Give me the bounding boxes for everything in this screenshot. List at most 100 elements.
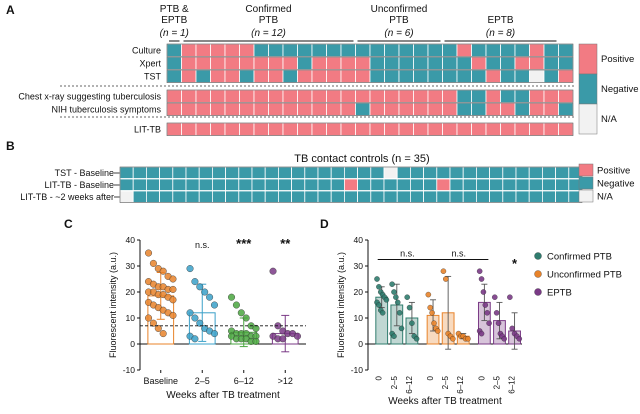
- panel-b-cell: [172, 190, 187, 203]
- panel-a-cell: [529, 122, 545, 137]
- panel-a-cell: [340, 102, 356, 117]
- panel-d-legend-label: EPTB: [547, 288, 572, 299]
- panel-b-cell: [211, 166, 226, 179]
- panel-b-cell: [462, 178, 477, 191]
- panel-b-legend-swatch: [578, 163, 594, 177]
- panel-b-cell: [502, 178, 517, 191]
- panel-a-row-label: NIH tuberculosis symptoms: [51, 105, 161, 115]
- panel-a-cell: [297, 69, 313, 84]
- panel-a-cell: [369, 102, 385, 117]
- panel-a-cell: [471, 102, 487, 117]
- panel-b-cell: [449, 178, 464, 191]
- panel-d-point: [404, 294, 410, 300]
- panel-a-cell: [514, 56, 530, 71]
- panel-a-cell: [224, 102, 240, 117]
- panel-a-cell: [442, 102, 458, 117]
- panel-a-cell: [471, 69, 487, 84]
- panel-a-cell: [326, 56, 342, 71]
- panel-d-point: [393, 294, 399, 300]
- panel-b-cell: [475, 178, 490, 191]
- panel-c-point: [169, 275, 177, 283]
- panel-a-cell: [268, 69, 284, 84]
- panel-a-cell: [369, 122, 385, 137]
- panel-b-cell: [555, 166, 570, 179]
- panel-a-cell: [398, 89, 414, 104]
- panel-b-cell: [277, 166, 292, 179]
- panel-a-cell: [210, 102, 226, 117]
- panel-a-legend-swatch: [578, 103, 598, 135]
- panel-a-cell: [485, 102, 501, 117]
- panel-a-cell: [239, 69, 255, 84]
- panel-c: C -10 0 10 20 30 40 Fluorescent intensity (a.u…: [64, 217, 306, 401]
- y-tick-label: 10: [354, 313, 364, 323]
- panel-b-cell: [528, 178, 543, 191]
- panel-a-cell: [558, 89, 574, 104]
- panel-c-point: [159, 330, 167, 338]
- panel-c-point: [186, 309, 194, 317]
- panel-a-group-title: PTB &: [160, 4, 189, 15]
- panel-a-group-n: (n = 1): [160, 28, 189, 39]
- panel-a-cell: [268, 43, 284, 58]
- panel-a-cell: [253, 102, 269, 117]
- panel-a-cell: [514, 69, 530, 84]
- panel-b-cell: [449, 190, 464, 203]
- panel-b-cell: [238, 178, 253, 191]
- panel-b-cell: [291, 178, 306, 191]
- panel-a-cell: [340, 56, 356, 71]
- panel-b-cell: [357, 178, 372, 191]
- panel-a-cell: [384, 102, 400, 117]
- panel-a-cell: [398, 122, 414, 137]
- panel-a-cell: [543, 89, 559, 104]
- panel-a-cell: [413, 102, 429, 117]
- panel-b-legend-label: N/A: [597, 192, 614, 203]
- panel-a-cell: [485, 122, 501, 137]
- panel-b-cell: [132, 190, 147, 203]
- panel-b-cell: [225, 178, 240, 191]
- panel-b-legend-label: Negative: [597, 179, 635, 190]
- panel-d-point: [435, 328, 441, 334]
- panel-a-cell: [398, 102, 414, 117]
- panel-b-cell: [198, 178, 213, 191]
- panel-a-cell: [384, 69, 400, 84]
- panel-a-legend: Positive Negative N/A: [578, 43, 639, 135]
- panel-a-cell: [514, 89, 530, 104]
- panel-b-title: TB contact controls (n = 35): [294, 153, 429, 165]
- panel-b-cell: [251, 178, 266, 191]
- panel-a-cell: [427, 89, 443, 104]
- panel-b-legend-swatch: [578, 176, 594, 190]
- panel-d-point: [413, 336, 420, 342]
- panel-c-point: [206, 293, 214, 301]
- panel-a-cell: [268, 102, 284, 117]
- panel-b-cell: [489, 166, 504, 179]
- panel-b-cell: [119, 166, 134, 179]
- panel-c-x-tick-label: 2–5: [195, 376, 210, 386]
- panel-a-cell: [369, 56, 385, 71]
- panel-a-cell: [529, 89, 545, 104]
- panel-a-cell: [340, 43, 356, 58]
- panel-b-cell: [423, 178, 438, 191]
- panel-a-cell: [413, 89, 429, 104]
- panel-a-cell: [456, 56, 472, 71]
- panel-a-cell: [326, 43, 342, 58]
- panel-d-point: [440, 268, 447, 274]
- panel-a-cell: [500, 122, 516, 137]
- panel-c-point: [279, 335, 287, 343]
- panel-a-cell: [500, 43, 516, 58]
- panel-a-cell: [268, 89, 284, 104]
- panel-d-point: [389, 281, 395, 287]
- panel-a-cell: [195, 89, 211, 104]
- panel-a-cell: [239, 122, 255, 137]
- panel-b-cell: [542, 190, 557, 203]
- panel-a-cell: [558, 43, 574, 58]
- panel-b-cell: [436, 166, 451, 179]
- panel-a-cell: [210, 122, 226, 137]
- panel-b-cell: [225, 166, 240, 179]
- panel-a-cell: [355, 102, 371, 117]
- panel-a-cell: [369, 43, 385, 58]
- panel-a-row-label: Xpert: [139, 59, 161, 69]
- panel-a-cell: [195, 69, 211, 84]
- y-tick-label: 40: [126, 235, 136, 245]
- y-tick-label: 0: [358, 339, 363, 349]
- panel-c-point: [191, 314, 199, 322]
